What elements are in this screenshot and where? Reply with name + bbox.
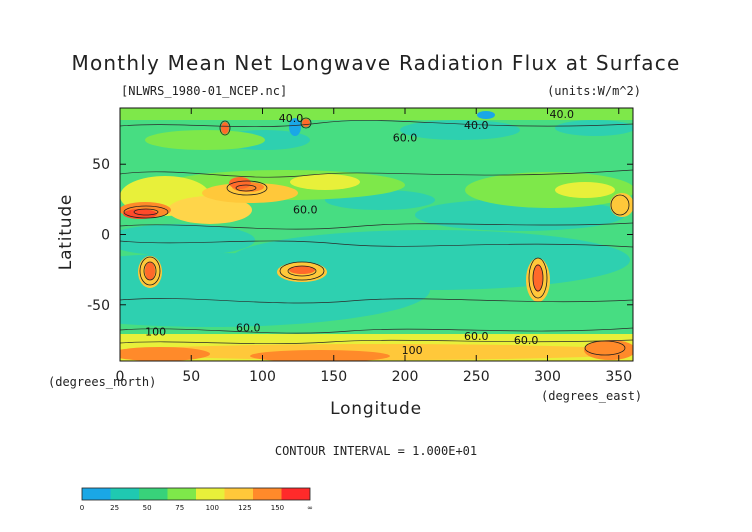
file-label: [NLWRS_1980-01_NCEP.nc] [121,84,287,98]
contour-line-1 [120,169,633,178]
x-tick-label-1: 50 [182,369,200,385]
contour-ring-7 [133,208,159,216]
colorbar-tick-1: 25 [110,504,119,512]
field-patch-31 [584,340,633,360]
field-patch-9 [145,130,265,150]
colorbar-swatch-3 [167,488,196,500]
y-unit-label: (degrees_north) [48,375,156,389]
field-patch-13 [168,196,252,224]
x-tick-label-0: 0 [116,369,125,385]
field-patch-35 [289,118,301,136]
x-tick-label-6: 300 [534,369,561,385]
contour-ring-2 [279,261,325,281]
x-axis: 0 50 100 150 200 250 300 350 [116,108,632,385]
contour-label-4: 60.0 [293,203,318,216]
field-patch-11 [465,172,633,208]
contour-line-0 [120,120,633,128]
contour-ring-6 [123,205,169,219]
field-patch-30 [250,350,390,361]
contour-ring-9 [235,184,257,192]
field-patch-1 [230,230,630,290]
contour-label-7: 60.0 [464,330,489,343]
field-patch-16 [202,183,298,203]
x-tick-label-5: 250 [463,369,490,385]
x-unit-label: (degrees_east) [541,389,642,403]
colorbar-swatch-4 [196,488,225,500]
contour-label-6: 60.0 [236,321,261,334]
colorbar-swatch-5 [224,488,253,500]
contour-ring-8 [226,180,268,196]
contour-line-4 [120,298,633,304]
colorbar-tick-4: 100 [206,504,219,512]
contour-ring-1 [143,261,157,281]
field-patch-36 [477,111,495,119]
field-patch-28 [120,344,633,360]
field-patch-22 [145,262,155,280]
contour-ring-0 [139,256,161,286]
field-patch-2 [120,224,255,256]
chart-title: Monthly Mean Net Longwave Radiation Flux… [72,51,681,75]
colorbar-tick-3: 75 [175,504,184,512]
contour-label-9: 60.0 [514,334,539,347]
contour-ring-11 [300,117,312,129]
contour-line-5 [120,327,633,334]
field-patch-7 [555,120,633,136]
x-tick-label-3: 150 [320,369,347,385]
x-tick-label-4: 200 [392,369,419,385]
contour-label-3: 60.0 [393,132,418,145]
colorbar-tick-5: 125 [238,504,251,512]
heatmap-field: 40.0 40.0 40.0 60.0 60.0 100 60.0 60.0 100 60.0 [120,108,633,361]
contour-label-2: 40.0 [550,108,575,121]
colorbar-tick-2: 50 [143,504,152,512]
colorbar-tick-7: ∞ [307,504,313,512]
contour-ring-3 [287,265,317,277]
x-tick-label-2: 100 [249,369,276,385]
x-axis-title: Longitude [330,399,422,419]
contour-label-0: 40.0 [279,112,304,125]
y-tick-label-0: 50 [92,157,110,173]
x-tick-label-7: 350 [605,369,632,385]
contour-label-8: 100 [402,344,423,357]
field-patch-6 [400,120,520,140]
field-patch-19 [555,182,615,198]
contour-interval-label: CONTOUR INTERVAL = 1.000E+01 [275,444,477,458]
field-patch-24 [289,266,315,274]
field-patch-32 [221,122,229,134]
colorbar-swatch-2 [139,488,168,500]
colorbar-tick-0: 0 [80,504,84,512]
colorbar-frame [81,487,311,501]
contour-ring-5 [532,264,544,292]
colorbar-swatch-7 [281,488,310,500]
field-patch-8 [120,108,633,120]
field-patch-20 [610,193,633,217]
y-axis: 50 0 -50 [87,157,633,314]
colorbar: 0 25 50 75 100 125 150 ∞ [80,487,313,512]
colorbar-swatch-6 [253,488,282,500]
field-patch-34 [229,177,251,189]
contour-label-5: 100 [145,326,166,339]
colorbar-swatch-1 [110,488,139,500]
contour-line-3 [120,240,633,248]
contour-ring-13 [584,340,626,356]
contour-label-1: 40.0 [464,119,489,132]
units-label: (units:W/m^2) [547,84,641,98]
field-patch-18 [290,174,360,190]
y-tick-label-1: 0 [101,228,110,244]
contour-ring-4 [528,257,548,299]
colorbar-swatch-0 [82,488,111,500]
field-patch-26 [533,264,543,292]
field-patch-29 [120,347,210,361]
y-axis-title: Latitude [56,194,76,270]
contour-line-6 [120,339,633,345]
contour-ring-12 [610,194,630,216]
contour-ring-10 [219,120,231,136]
y-tick-label-2: -50 [87,298,110,314]
colorbar-tick-6: 150 [271,504,284,512]
contour-line-2 [120,222,633,230]
